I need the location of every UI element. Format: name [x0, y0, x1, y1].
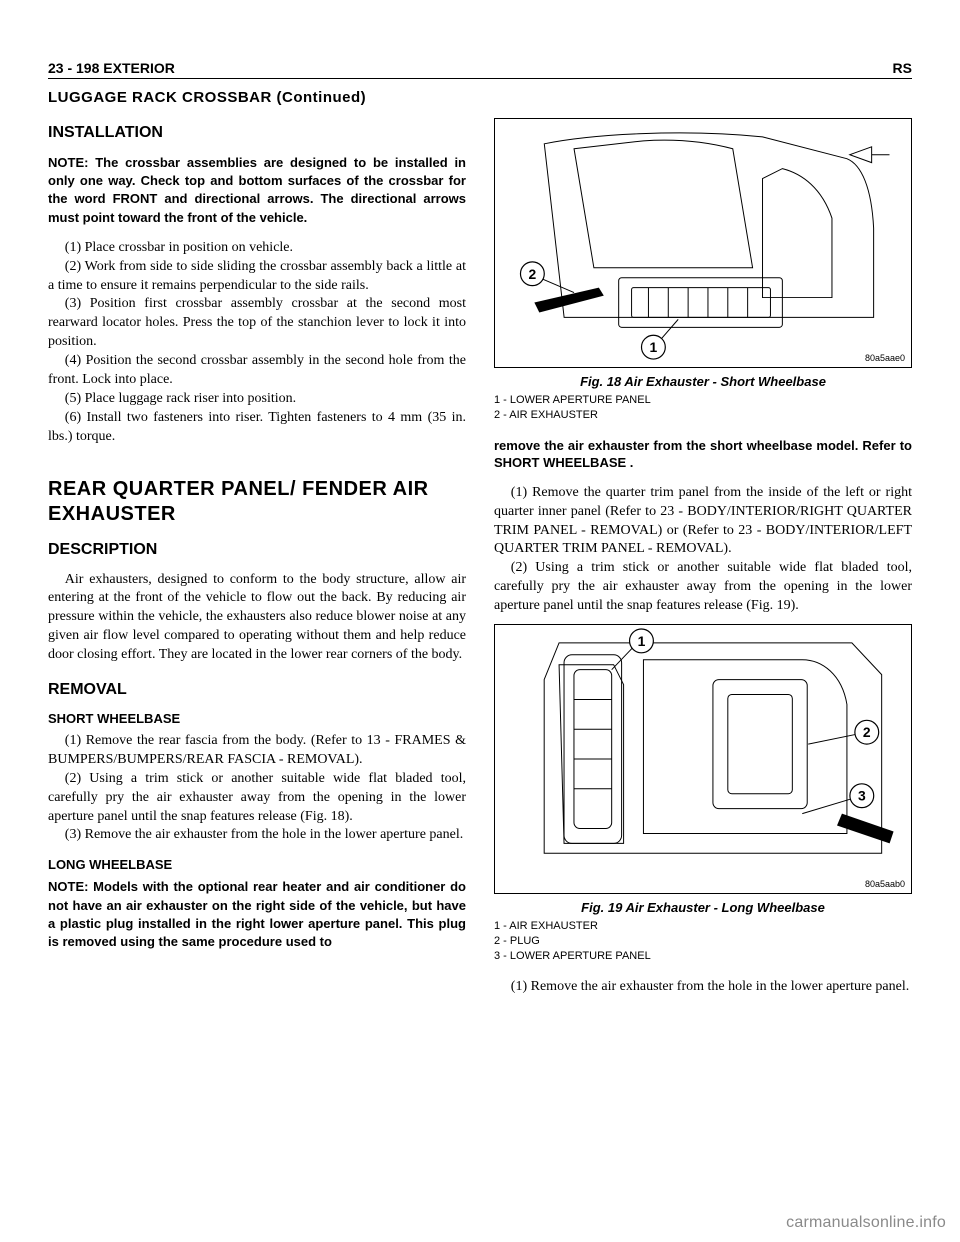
long-wb-step-2: (2) Using a trim stick or another suitab… — [494, 559, 912, 616]
note-continuation: remove the air exhauster from the short … — [494, 437, 912, 472]
long-wb-note: NOTE: Models with the optional rear heat… — [48, 878, 466, 951]
right-column: 1 2 80a5aae0 Fig. 18 Air Exhauster - Sho… — [494, 118, 912, 996]
description-heading: DESCRIPTION — [48, 541, 466, 559]
figure-19-caption: Fig. 19 Air Exhauster - Long Wheelbase — [494, 900, 912, 915]
fig19-legend-3: 3 - LOWER APERTURE PANEL — [494, 949, 912, 964]
install-step-6: (6) Install two fasteners into riser. Ti… — [48, 409, 466, 447]
section-continued: LUGGAGE RACK CROSSBAR (Continued) — [48, 89, 912, 106]
install-step-2: (2) Work from side to side sliding the c… — [48, 258, 466, 296]
watermark: carmanualsonline.info — [786, 1214, 946, 1232]
installation-heading: INSTALLATION — [48, 124, 466, 142]
header-left: 23 - 198 EXTERIOR — [48, 60, 175, 76]
svg-text:2: 2 — [863, 724, 871, 740]
figure-18-image: 1 2 80a5aae0 — [494, 118, 912, 368]
figure-19-svg: 1 2 3 — [495, 625, 911, 893]
removal-heading: REMOVAL — [48, 681, 466, 699]
figure-18-legend: 1 - LOWER APERTURE PANEL 2 - AIR EXHAUST… — [494, 393, 912, 423]
short-wb-step-3: (3) Remove the air exhauster from the ho… — [48, 826, 466, 845]
install-step-3: (3) Position first crossbar assembly cro… — [48, 295, 466, 352]
fig18-legend-2: 2 - AIR EXHAUSTER — [494, 408, 912, 423]
long-wheelbase-heading: LONG WHEELBASE — [48, 857, 466, 872]
install-step-5: (5) Place luggage rack riser into positi… — [48, 390, 466, 409]
figure-19-imgnum: 80a5aab0 — [865, 879, 905, 889]
svg-text:1: 1 — [638, 633, 646, 649]
header-bar: 23 - 198 EXTERIOR RS — [48, 60, 912, 79]
installation-note: NOTE: The crossbar assemblies are design… — [48, 154, 466, 227]
svg-text:1: 1 — [650, 339, 658, 355]
description-body: Air exhausters, designed to conform to t… — [48, 571, 466, 665]
fig18-legend-1: 1 - LOWER APERTURE PANEL — [494, 393, 912, 408]
major-heading: REAR QUARTER PANEL/ FENDER AIR EXHAUSTER — [48, 477, 466, 527]
figure-19: 1 2 3 80a5aab0 Fig. 19 Air Exhauster - L… — [494, 624, 912, 964]
columns: INSTALLATION NOTE: The crossbar assembli… — [48, 118, 912, 996]
figure-18-imgnum: 80a5aae0 — [865, 353, 905, 363]
install-step-1: (1) Place crossbar in position on vehicl… — [48, 239, 466, 258]
install-step-4: (4) Position the second crossbar assembl… — [48, 352, 466, 390]
short-wb-step-1: (1) Remove the rear fascia from the body… — [48, 732, 466, 770]
fig19-legend-1: 1 - AIR EXHAUSTER — [494, 919, 912, 934]
short-wheelbase-heading: SHORT WHEELBASE — [48, 711, 466, 726]
svg-text:3: 3 — [858, 788, 866, 804]
short-wb-step-2: (2) Using a trim stick or another suitab… — [48, 770, 466, 827]
long-wb-step-1: (1) Remove the quarter trim panel from t… — [494, 484, 912, 560]
figure-18-svg: 1 2 — [495, 119, 911, 367]
figure-18-caption: Fig. 18 Air Exhauster - Short Wheelbase — [494, 374, 912, 389]
page: 23 - 198 EXTERIOR RS LUGGAGE RACK CROSSB… — [0, 0, 960, 1242]
figure-18: 1 2 80a5aae0 Fig. 18 Air Exhauster - Sho… — [494, 118, 912, 423]
svg-text:2: 2 — [529, 266, 537, 282]
figure-19-legend: 1 - AIR EXHAUSTER 2 - PLUG 3 - LOWER APE… — [494, 919, 912, 964]
final-step: (1) Remove the air exhauster from the ho… — [494, 978, 912, 997]
fig19-legend-2: 2 - PLUG — [494, 934, 912, 949]
left-column: INSTALLATION NOTE: The crossbar assembli… — [48, 118, 466, 996]
header-right: RS — [893, 60, 912, 76]
figure-19-image: 1 2 3 80a5aab0 — [494, 624, 912, 894]
